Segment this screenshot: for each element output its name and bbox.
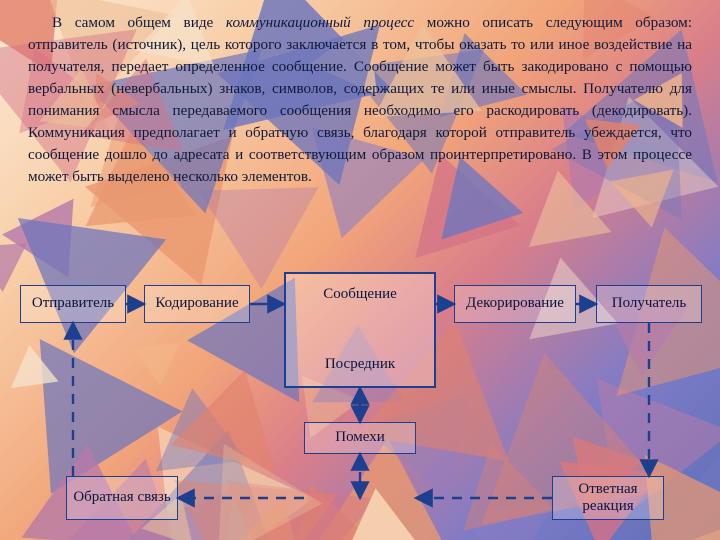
node-sender-label: Отправитель: [32, 295, 114, 312]
node-receiver: Получатель: [596, 285, 702, 323]
node-noise: Помехи: [304, 422, 416, 454]
node-feedback: Обратная связь: [66, 476, 178, 520]
diagram: Отправитель Кодирование Сообщение Посредник…: [0, 0, 720, 540]
node-mediator-label: Посредник: [325, 356, 395, 373]
node-encode: Кодирование: [144, 285, 250, 323]
arrows: [0, 0, 720, 540]
node-sender: Отправитель: [20, 285, 126, 323]
node-decode-label: Декорирование: [466, 295, 564, 312]
node-msg: Сообщение: [292, 280, 428, 310]
node-feedback-label: Обратная связь: [73, 489, 170, 506]
node-receiver-label: Получатель: [612, 295, 686, 312]
node-response: Ответная реакция: [552, 476, 664, 520]
node-decode: Декорирование: [454, 285, 576, 323]
node-noise-label: Помехи: [335, 429, 385, 446]
node-mediator: Посредник: [292, 350, 428, 380]
node-response-label: Ответная реакция: [557, 481, 659, 516]
node-msg-label: Сообщение: [323, 286, 397, 303]
stage: В самом общем виде коммуникационный проц…: [0, 0, 720, 540]
node-encode-label: Кодирование: [155, 295, 238, 312]
